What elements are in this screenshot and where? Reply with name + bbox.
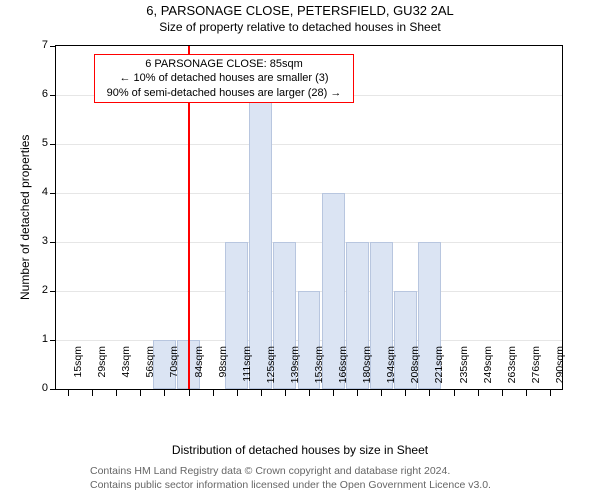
- x-tick-label: 290sqm: [554, 346, 566, 396]
- y-tick-mark: [50, 389, 56, 390]
- x-tick-mark: [116, 390, 117, 396]
- x-tick-mark: [261, 390, 262, 396]
- x-axis-label: Distribution of detached houses by size …: [0, 443, 600, 457]
- x-tick-label: 98sqm: [217, 346, 229, 396]
- x-tick-label: 235sqm: [458, 346, 470, 396]
- x-tick-label: 194sqm: [385, 346, 397, 396]
- info-line-3: 90% of semi-detached houses are larger (…: [101, 86, 347, 100]
- info-line-2: ← 10% of detached houses are smaller (3): [101, 71, 347, 85]
- x-tick-mark: [405, 390, 406, 396]
- x-tick-mark: [333, 390, 334, 396]
- x-tick-mark: [92, 390, 93, 396]
- bar: [249, 95, 272, 389]
- x-tick-label: 263sqm: [506, 346, 518, 396]
- y-tick-label: 6: [28, 88, 48, 100]
- x-tick-mark: [213, 390, 214, 396]
- x-tick-label: 43sqm: [120, 346, 132, 396]
- info-line-1: 6 PARSONAGE CLOSE: 85sqm: [101, 57, 347, 71]
- x-tick-label: 276sqm: [530, 346, 542, 396]
- x-tick-mark: [381, 390, 382, 396]
- y-tick-label: 0: [28, 382, 48, 394]
- footer-line-1: Contains HM Land Registry data © Crown c…: [90, 465, 450, 477]
- x-tick-label: 125sqm: [265, 346, 277, 396]
- x-tick-label: 180sqm: [361, 346, 373, 396]
- x-tick-mark: [309, 390, 310, 396]
- y-tick-label: 7: [28, 39, 48, 51]
- x-tick-mark: [68, 390, 69, 396]
- x-tick-label: 84sqm: [193, 346, 205, 396]
- x-tick-mark: [237, 390, 238, 396]
- x-tick-mark: [526, 390, 527, 396]
- x-tick-label: 56sqm: [144, 346, 156, 396]
- x-tick-mark: [478, 390, 479, 396]
- x-tick-mark: [285, 390, 286, 396]
- x-tick-mark: [189, 390, 190, 396]
- x-tick-mark: [140, 390, 141, 396]
- chart-title: 6, PARSONAGE CLOSE, PETERSFIELD, GU32 2A…: [0, 3, 600, 18]
- x-tick-label: 139sqm: [289, 346, 301, 396]
- chart-subtitle: Size of property relative to detached ho…: [0, 20, 600, 34]
- x-tick-label: 153sqm: [313, 346, 325, 396]
- x-tick-label: 249sqm: [482, 346, 494, 396]
- y-tick-label: 1: [28, 333, 48, 345]
- footer-line-2: Contains public sector information licen…: [90, 479, 491, 491]
- x-tick-label: 111sqm: [241, 346, 253, 396]
- info-box: 6 PARSONAGE CLOSE: 85sqm← 10% of detache…: [94, 54, 354, 103]
- x-tick-label: 15sqm: [72, 346, 84, 396]
- x-tick-mark: [357, 390, 358, 396]
- x-tick-mark: [429, 390, 430, 396]
- x-tick-label: 208sqm: [409, 346, 421, 396]
- y-axis-label: Number of detached properties: [18, 135, 32, 300]
- x-tick-label: 70sqm: [168, 346, 180, 396]
- x-tick-mark: [502, 390, 503, 396]
- x-tick-mark: [164, 390, 165, 396]
- x-tick-label: 166sqm: [337, 346, 349, 396]
- plot-area: 012345676 PARSONAGE CLOSE: 85sqm← 10% of…: [55, 45, 563, 390]
- x-tick-mark: [454, 390, 455, 396]
- x-tick-label: 221sqm: [433, 346, 445, 396]
- x-tick-mark: [550, 390, 551, 396]
- x-tick-label: 29sqm: [96, 346, 108, 396]
